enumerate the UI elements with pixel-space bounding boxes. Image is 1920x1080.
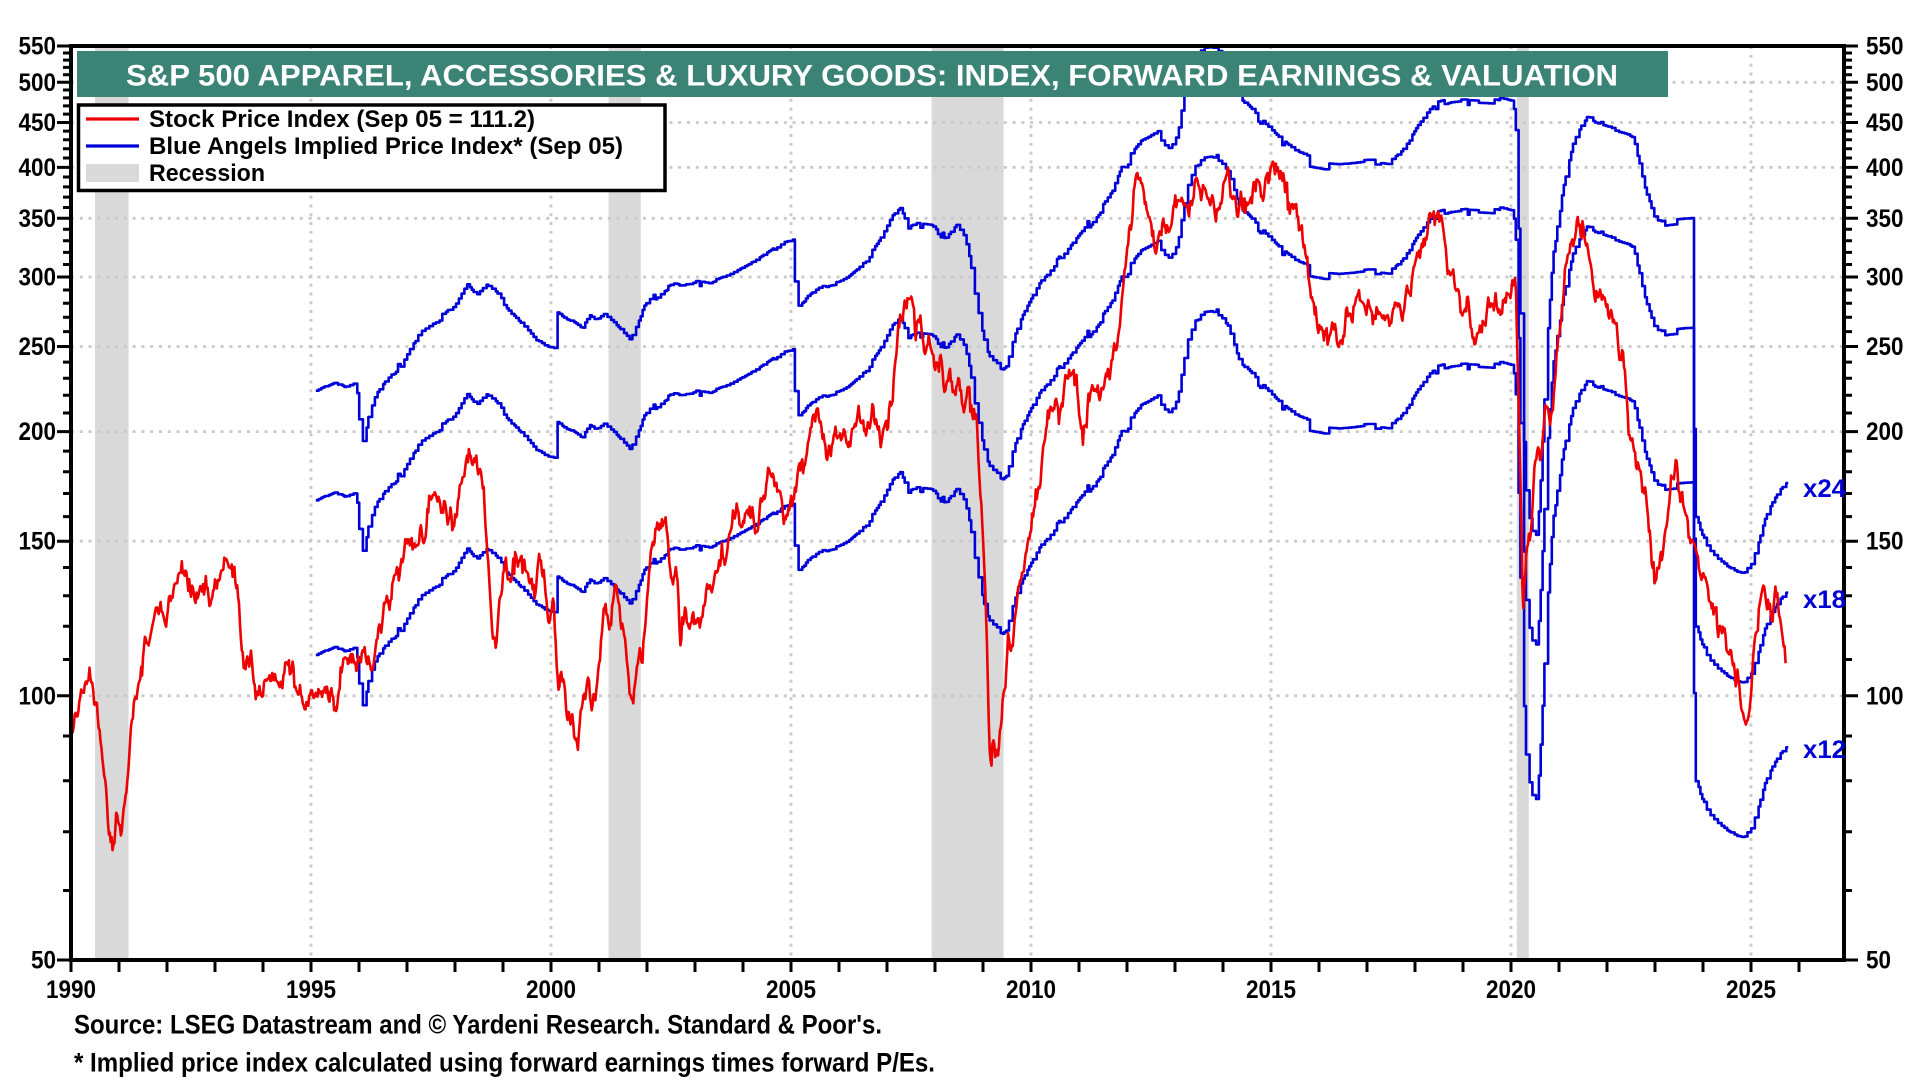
svg-text:S&P 500 APPAREL, ACCESSORIES &: S&P 500 APPAREL, ACCESSORIES & LUXURY GO… xyxy=(126,60,1618,93)
svg-text:450: 450 xyxy=(19,109,57,137)
svg-text:350: 350 xyxy=(19,205,57,233)
svg-text:Source: LSEG Datastream and ©: Source: LSEG Datastream and © Yardeni Re… xyxy=(74,1010,882,1040)
svg-text:Stock Price Index (Sep 05 = 11: Stock Price Index (Sep 05 = 111.2) xyxy=(149,106,535,133)
svg-text:100: 100 xyxy=(1866,682,1904,710)
svg-text:150: 150 xyxy=(1866,528,1904,556)
svg-text:200: 200 xyxy=(1866,418,1904,446)
svg-text:450: 450 xyxy=(1866,109,1904,137)
svg-text:500: 500 xyxy=(1866,69,1904,97)
svg-text:200: 200 xyxy=(19,418,57,446)
svg-text:400: 400 xyxy=(1866,154,1904,182)
svg-text:2005: 2005 xyxy=(766,976,816,1004)
svg-text:50: 50 xyxy=(1866,947,1891,975)
svg-text:500: 500 xyxy=(19,69,57,97)
svg-text:x24: x24 xyxy=(1803,475,1846,503)
svg-text:300: 300 xyxy=(1866,264,1904,292)
svg-text:300: 300 xyxy=(19,264,57,292)
svg-text:2015: 2015 xyxy=(1246,976,1296,1004)
svg-text:100: 100 xyxy=(19,682,57,710)
svg-text:150: 150 xyxy=(19,528,57,556)
svg-text:* Implied price index calculat: * Implied price index calculated using f… xyxy=(74,1048,935,1078)
svg-text:1990: 1990 xyxy=(46,976,96,1004)
svg-text:400: 400 xyxy=(19,154,57,182)
svg-text:Blue Angels Implied Price Inde: Blue Angels Implied Price Index* (Sep 05… xyxy=(149,133,623,160)
svg-text:2010: 2010 xyxy=(1006,976,1056,1004)
svg-text:550: 550 xyxy=(19,33,57,61)
svg-text:x12: x12 xyxy=(1803,736,1846,764)
svg-text:50: 50 xyxy=(31,947,56,975)
svg-text:550: 550 xyxy=(1866,33,1904,61)
svg-text:1995: 1995 xyxy=(286,976,336,1004)
svg-text:2000: 2000 xyxy=(526,976,576,1004)
svg-text:250: 250 xyxy=(1866,333,1904,361)
svg-text:2020: 2020 xyxy=(1486,976,1536,1004)
svg-text:250: 250 xyxy=(19,333,57,361)
svg-text:2025: 2025 xyxy=(1726,976,1776,1004)
svg-text:350: 350 xyxy=(1866,205,1904,233)
svg-text:Recession: Recession xyxy=(149,160,265,187)
svg-text:x18: x18 xyxy=(1803,586,1846,614)
